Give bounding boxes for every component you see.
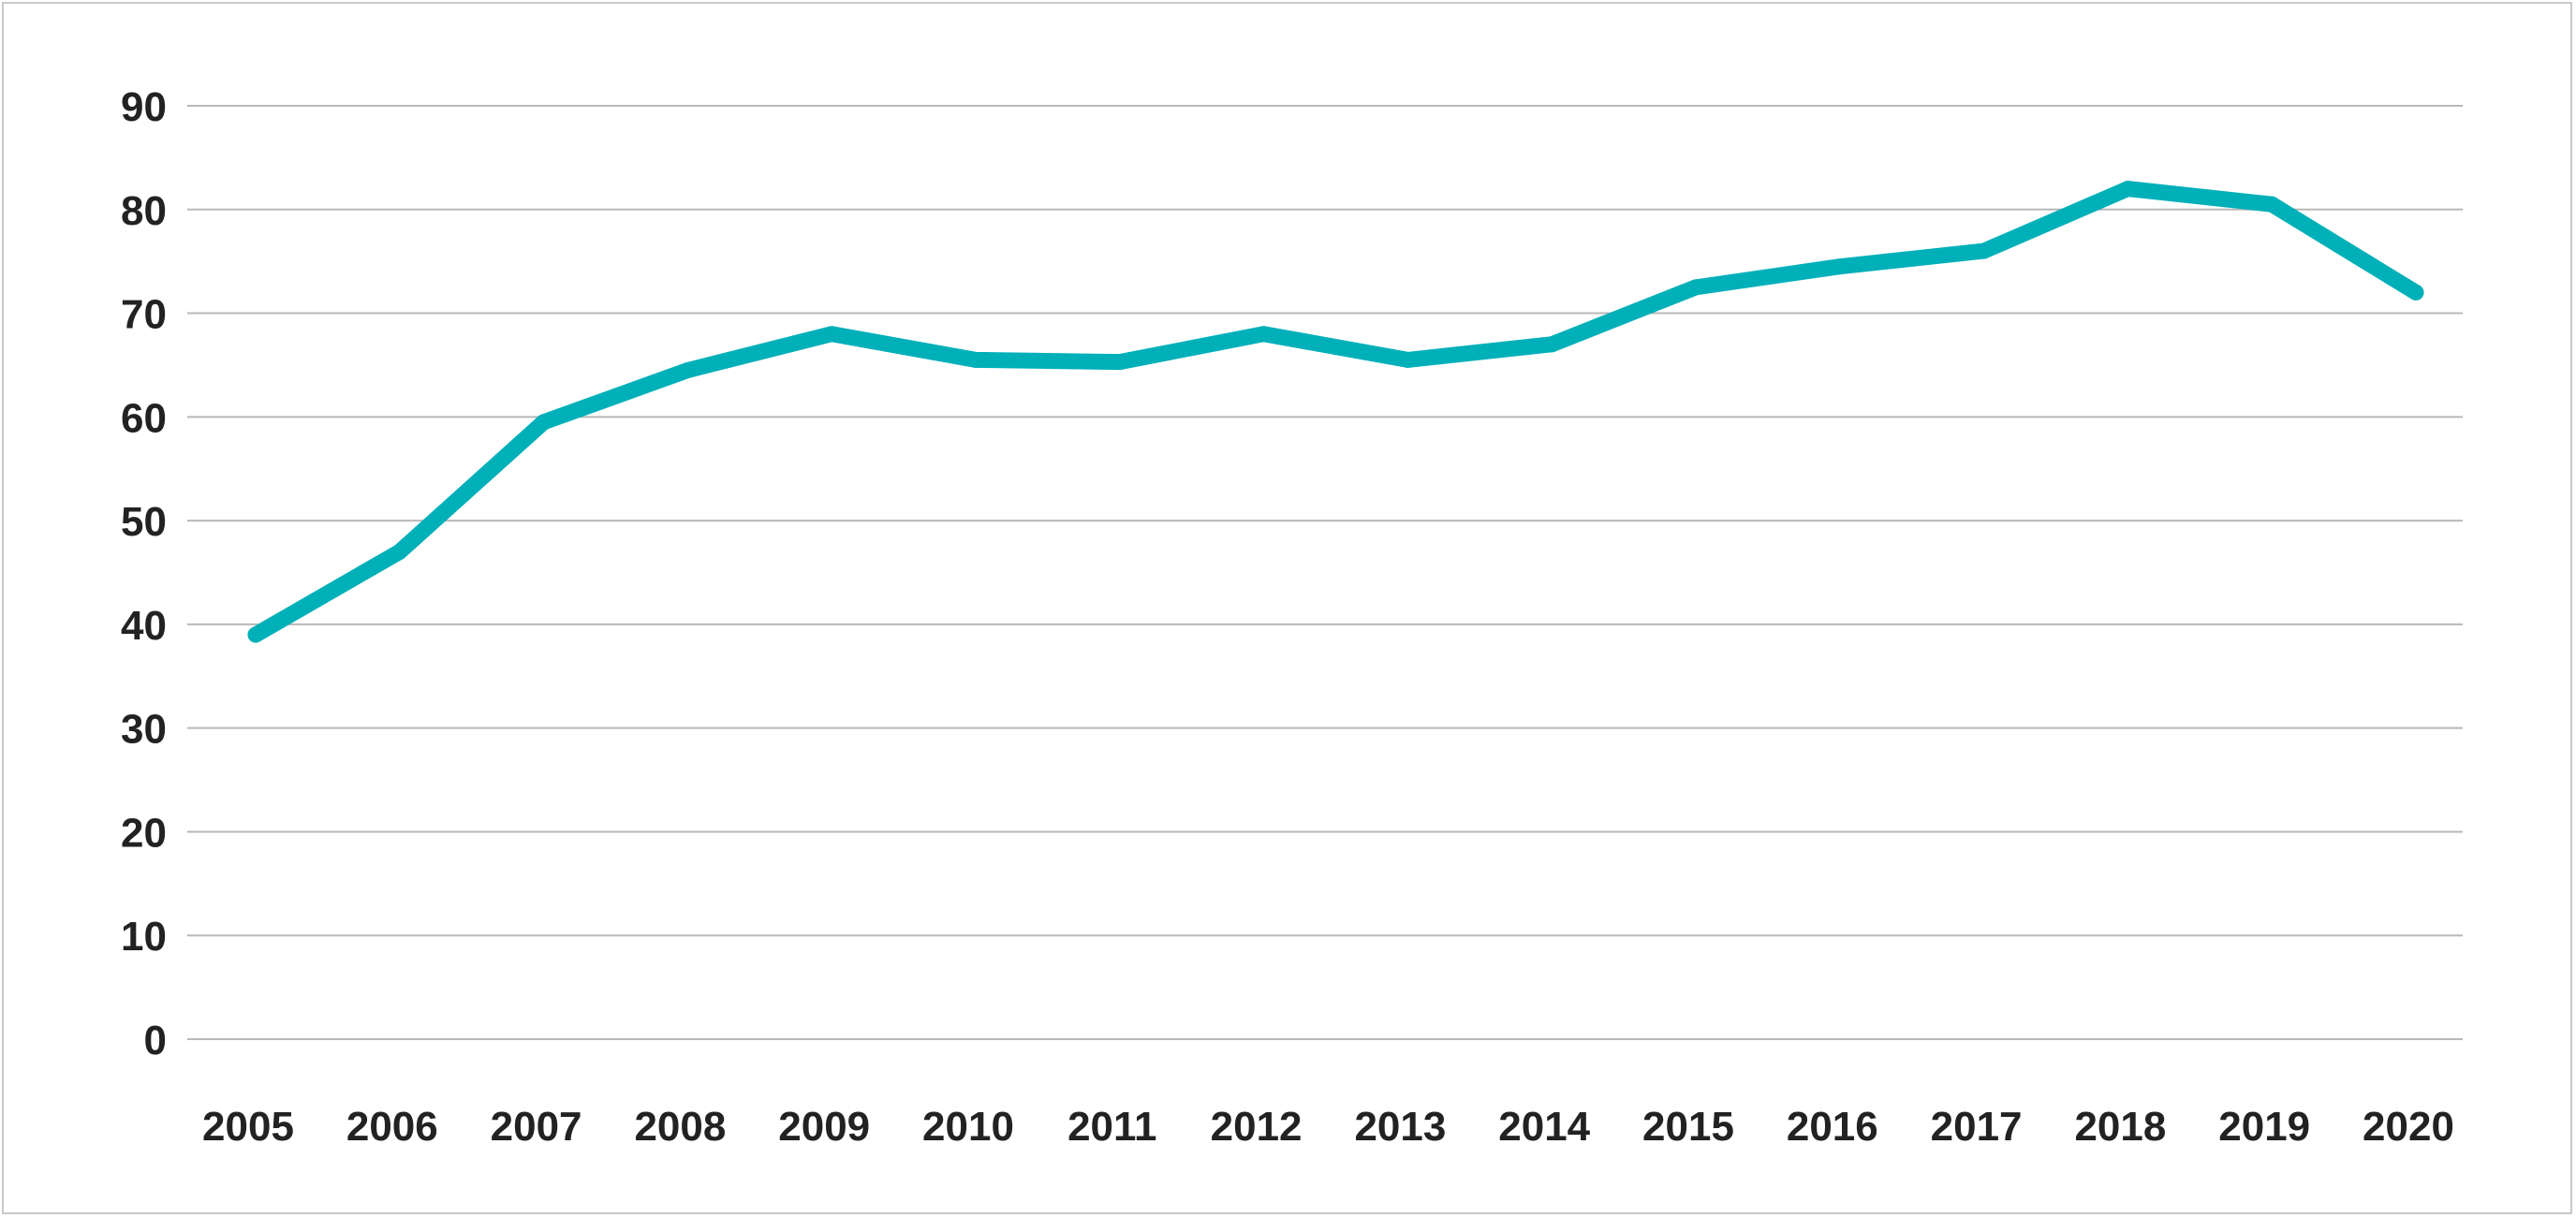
y-axis-tick-labels: 0 10 20 30 40 50 60 70 80 90 xyxy=(121,84,167,1064)
x-tick-label: 2005 xyxy=(202,1104,294,1150)
x-tick-label: 2011 xyxy=(1067,1104,1156,1150)
data-point-2015 xyxy=(1687,279,1704,296)
data-point-2013 xyxy=(1399,351,1416,368)
x-tick-label: 2015 xyxy=(1642,1104,1734,1150)
data-point-2012 xyxy=(1256,326,1273,343)
data-point-2008 xyxy=(679,361,696,378)
y-tick-label: 20 xyxy=(121,810,167,856)
x-tick-label: 2017 xyxy=(1931,1104,2023,1150)
y-tick-label: 90 xyxy=(121,84,167,130)
x-tick-label: 2008 xyxy=(634,1104,726,1150)
data-point-2016 xyxy=(1832,258,1848,275)
y-tick-label: 10 xyxy=(121,914,167,960)
data-point-2009 xyxy=(823,326,840,343)
x-tick-label: 2019 xyxy=(2218,1104,2310,1150)
x-tick-label: 2020 xyxy=(2363,1104,2454,1150)
x-tick-label: 2006 xyxy=(346,1104,438,1150)
x-axis-tick-labels: 2005 2006 2007 2008 2009 2010 2011 2012 2013 2014… xyxy=(202,1104,2454,1150)
y-tick-label: 40 xyxy=(121,603,167,649)
x-tick-label: 2012 xyxy=(1211,1104,1303,1150)
gridlines xyxy=(187,105,2463,1040)
y-tick-label: 60 xyxy=(121,395,167,441)
y-tick-label: 30 xyxy=(121,707,167,753)
data-point-2019 xyxy=(2263,196,2280,213)
series-lines xyxy=(247,181,2424,643)
x-tick-label: 2016 xyxy=(1787,1104,1878,1150)
series-line xyxy=(247,181,2424,643)
x-tick-label: 2013 xyxy=(1354,1104,1446,1150)
data-point-2010 xyxy=(967,351,984,368)
data-point-2006 xyxy=(391,543,408,560)
x-tick-label: 2009 xyxy=(778,1104,870,1150)
y-tick-label: 70 xyxy=(121,292,167,338)
y-tick-label: 80 xyxy=(121,188,167,234)
x-tick-label: 2010 xyxy=(922,1104,1014,1150)
data-point-2014 xyxy=(1543,336,1560,353)
y-tick-label: 50 xyxy=(121,499,167,545)
data-point-2007 xyxy=(536,414,552,431)
x-tick-label: 2018 xyxy=(2074,1104,2166,1150)
x-tick-label: 2014 xyxy=(1498,1104,1590,1150)
data-points xyxy=(247,181,2424,643)
data-point-2011 xyxy=(1111,354,1128,371)
data-point-2005 xyxy=(247,626,264,643)
y-tick-label: 0 xyxy=(144,1018,167,1064)
x-tick-label: 2007 xyxy=(491,1104,582,1150)
data-point-2020 xyxy=(2407,284,2424,301)
data-point-2018 xyxy=(2119,181,2136,198)
data-point-2017 xyxy=(1976,242,1993,259)
